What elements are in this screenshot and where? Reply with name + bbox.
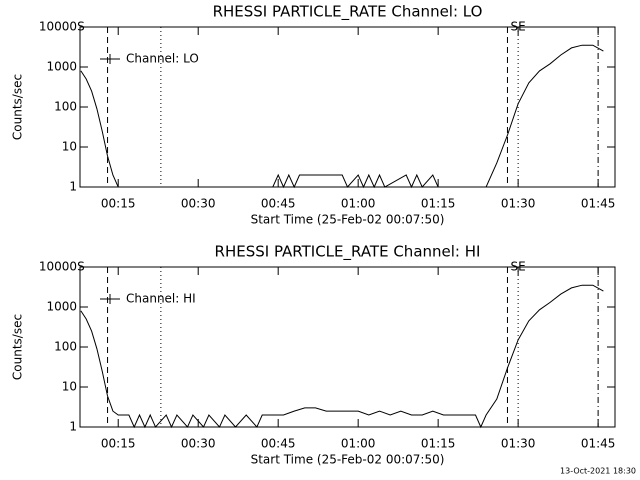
- annotation: SE: [511, 20, 526, 34]
- y-tick-label: 1000: [46, 60, 77, 74]
- legend-label: Channel: HI: [126, 292, 196, 306]
- y-tick-label: 10000: [39, 20, 77, 34]
- chart-title: RHESSI PARTICLE_RATE Channel: LO: [213, 3, 483, 22]
- x-axis-label: Start Time (25-Feb-02 00:07:50): [251, 213, 445, 227]
- x-tick-label: 01:00: [341, 197, 376, 211]
- annotation: S: [77, 260, 85, 274]
- x-tick-label: 00:30: [181, 437, 216, 451]
- x-tick-label: 01:30: [501, 437, 536, 451]
- x-tick-label: 00:30: [181, 197, 216, 211]
- y-tick-label: 10: [62, 380, 77, 394]
- x-tick-label: 01:30: [501, 197, 536, 211]
- series-line: [80, 44, 604, 189]
- legend-label: Channel: LO: [126, 52, 199, 66]
- y-tick-label: 100: [54, 340, 77, 354]
- y-tick-label: 100: [54, 100, 77, 114]
- x-tick-label: 01:00: [341, 437, 376, 451]
- series-line: [80, 284, 604, 429]
- x-tick-label: 01:45: [581, 197, 616, 211]
- footer: 13-Oct-2021 18:30: [560, 467, 636, 476]
- x-tick-label: 01:15: [421, 197, 456, 211]
- y-tick-label: 1: [69, 420, 77, 434]
- x-tick-label: 00:45: [261, 197, 296, 211]
- annotation: S: [77, 20, 85, 34]
- y-axis-label: Counts/sec: [11, 74, 25, 140]
- x-tick-label: 00:15: [101, 437, 136, 451]
- annotation: SE: [511, 260, 526, 274]
- y-tick-label: 10: [62, 140, 77, 154]
- x-axis-label: Start Time (25-Feb-02 00:07:50): [251, 453, 445, 467]
- y-tick-label: 1: [69, 180, 77, 194]
- y-tick-label: 10000: [39, 260, 77, 274]
- x-tick-label: 00:45: [261, 437, 296, 451]
- chart-title: RHESSI PARTICLE_RATE Channel: HI: [215, 243, 481, 262]
- x-tick-label: 01:15: [421, 437, 456, 451]
- x-tick-label: 00:15: [101, 197, 136, 211]
- y-tick-label: 1000: [46, 300, 77, 314]
- y-axis-label: Counts/sec: [11, 314, 25, 380]
- x-tick-label: 01:45: [581, 437, 616, 451]
